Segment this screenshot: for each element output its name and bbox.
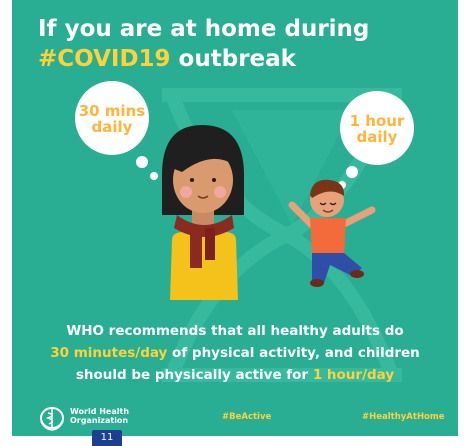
who-emblem-icon — [40, 407, 64, 431]
child-bubble-line1: 1 hour — [349, 112, 405, 130]
child-thought-bubble — [340, 91, 414, 165]
covid-poster: If you are at home during #COVID19 outbr… — [12, 0, 458, 436]
message-line-3: should be physically active for 1 hour/d… — [12, 364, 458, 386]
adult-thought-bubble — [75, 81, 149, 155]
hashtag-beactive: #BeActive — [222, 412, 272, 422]
child-bubble-line2: daily — [356, 128, 398, 146]
who-name: World Health Organization — [70, 407, 140, 425]
adult-bubble-line2: daily — [91, 118, 133, 136]
who-name-line2: Organization — [70, 416, 129, 425]
adult-bubble-text: 30 mins daily — [75, 103, 149, 135]
hashtag-healthyathome: #HealthyAtHome — [362, 412, 445, 422]
child-bubble-text: 1 hour daily — [340, 113, 414, 145]
poster-footer: World Health Organization #BeActive #Hea… — [12, 400, 458, 436]
adult-duration: 30 minutes/day — [50, 345, 168, 361]
message-line-2: 30 minutes/day of physical activity, and… — [12, 342, 458, 364]
title-rest: outbreak — [170, 46, 296, 72]
woman-illustration — [162, 125, 244, 300]
page-number-badge: 11 — [92, 430, 122, 446]
child-duration: 1 hour/day — [312, 367, 395, 383]
who-recommendation-text: WHO recommends that all healthy adults d… — [12, 320, 458, 386]
message-line-2-rest: of physical activity, and children — [167, 345, 420, 361]
title-line-2: #COVID19 outbreak — [38, 46, 296, 72]
thought-bubbles — [75, 81, 414, 189]
adult-bubble-line1: 30 mins — [78, 102, 146, 120]
title-hashtag: #COVID19 — [38, 46, 171, 72]
message-line-1: WHO recommends that all healthy adults d… — [66, 323, 404, 339]
title-line-1: If you are at home during — [38, 16, 370, 42]
child-illustration — [288, 179, 376, 287]
message-line-3-start: should be physically active for — [75, 367, 313, 383]
who-name-line1: World Health — [70, 407, 130, 416]
